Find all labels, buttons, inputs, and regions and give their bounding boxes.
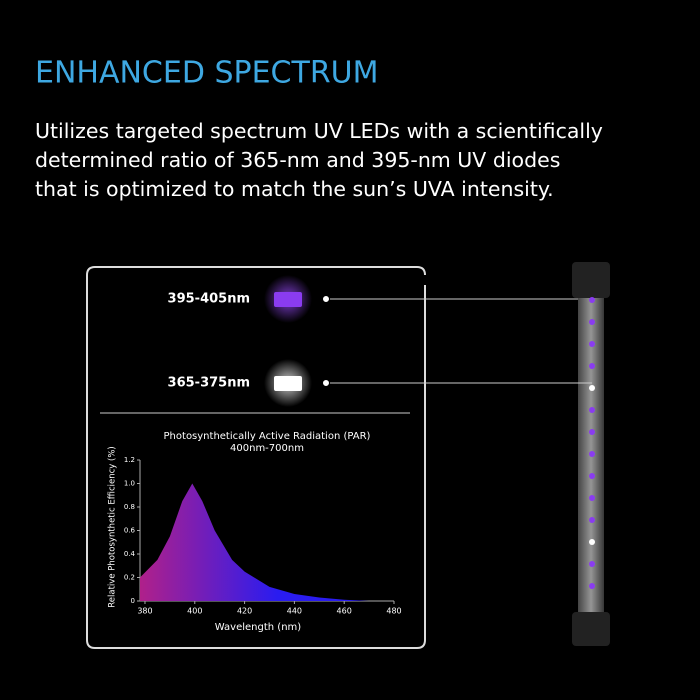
led: [589, 451, 595, 457]
diode-label: 395-405nm: [168, 292, 250, 307]
diode: [274, 376, 302, 391]
led: [589, 297, 595, 303]
x-tick-label: 480: [386, 607, 401, 616]
led: [589, 341, 595, 347]
area: [140, 483, 370, 601]
led: [589, 539, 595, 545]
y-tick-label: 0.8: [124, 503, 135, 511]
led: [589, 363, 595, 369]
y-tick-label: 0.2: [124, 574, 135, 582]
y-axis-label: Relative Photosynthetic Efficiency (%): [108, 446, 118, 607]
x-tick-label: 420: [237, 607, 252, 616]
connector-dot: [322, 379, 330, 387]
y-tick-label: 0: [131, 597, 135, 605]
x-tick-label: 380: [137, 607, 152, 616]
x-tick-label: 440: [287, 607, 302, 616]
title: ENHANCED SPECTRUM: [35, 56, 379, 91]
led: [589, 407, 595, 413]
diode-label: 365-375nm: [168, 376, 250, 391]
led: [589, 583, 595, 589]
y-tick-label: 0.6: [124, 527, 136, 535]
diode: [274, 292, 302, 307]
led: [589, 495, 595, 501]
chart-subtitle: 400nm-700nm: [230, 443, 304, 454]
description-line: Utilizes targeted spectrum UV LEDs with …: [35, 119, 603, 143]
led: [589, 429, 595, 435]
panel-frame: [86, 266, 426, 649]
y-tick-label: 0.4: [124, 550, 136, 558]
led: [589, 561, 595, 567]
chart-title: Photosynthetically Active Radiation (PAR…: [164, 431, 371, 442]
led: [589, 473, 595, 479]
led: [589, 517, 595, 523]
x-tick-label: 400: [187, 607, 202, 616]
description-line: that is optimized to match the sun’s UVA…: [35, 177, 554, 201]
description-line: determined ratio of 365-nm and 395-nm UV…: [35, 148, 560, 172]
led: [589, 385, 595, 391]
y-tick-label: 1.2: [124, 456, 135, 464]
connector-dot: [322, 295, 330, 303]
led: [589, 319, 595, 325]
x-tick-label: 460: [337, 607, 352, 616]
light-bar: [572, 262, 610, 646]
y-tick-label: 1.0: [124, 480, 135, 488]
x-axis-label: Wavelength (nm): [215, 622, 301, 633]
